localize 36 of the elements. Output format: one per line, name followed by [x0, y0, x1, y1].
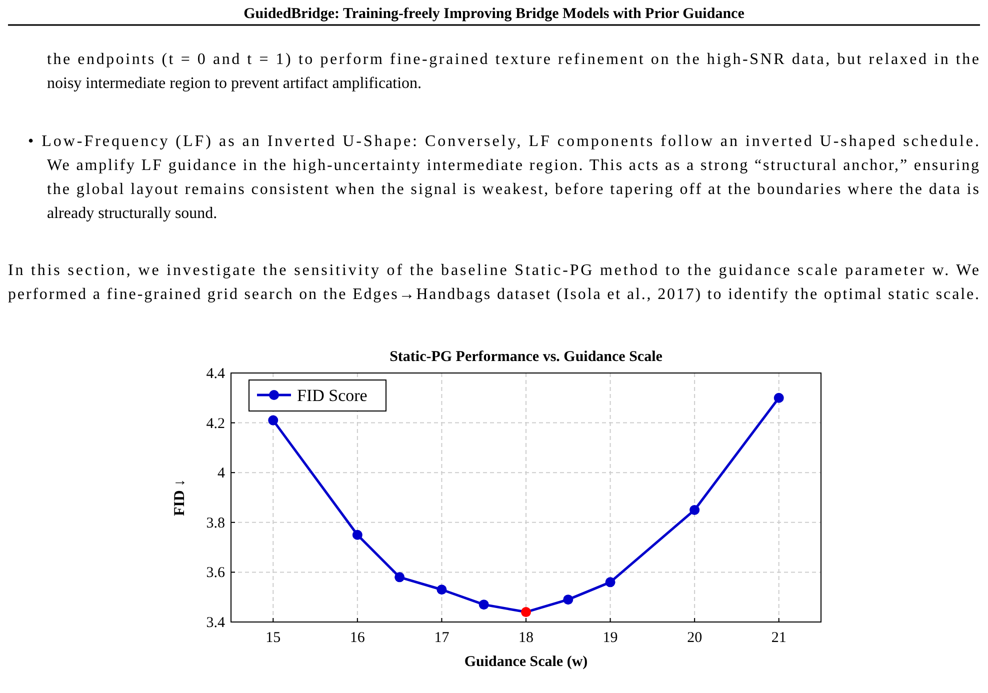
point: [690, 504, 700, 515]
y-tick-label: 4.4: [206, 366, 226, 382]
text: We amplify LF guidance in the high-uncertainty intermediate region. This acts as a strong “structural anchor,” ensuring: [47, 157, 979, 174]
point: [352, 530, 362, 540]
y-tick-label: 3.8: [206, 515, 225, 532]
legend-label: FID Score: [297, 386, 368, 405]
y-tick-label: 4: [218, 466, 226, 482]
text: already structurally sound.: [47, 205, 218, 222]
point: [521, 607, 531, 618]
point: [563, 594, 574, 605]
y-tick-label: 3.6: [206, 565, 226, 582]
text: the endpoints (t = 0 and t = 1) to perform fine-grained texture refinement on the high-SNR data, but relaxed in the: [47, 51, 979, 68]
x-tick-label: 18: [518, 630, 534, 646]
text: • Low-Frequency (LF) as an Inverted U-Shape: Conversely, LF components follow an inverted U-shaped schedule.: [28, 133, 979, 150]
point: [436, 584, 447, 595]
text: In this section, we investigate the sensitivity of the baseline Static-PG method to the guidance scale parameter w. We: [8, 262, 979, 279]
x-axis-title: Guidance Scale (w): [464, 654, 588, 670]
y-axis-title: FID ↓: [172, 478, 188, 516]
x-tick-label: 19: [602, 630, 618, 646]
y-tick-label: 4.2: [206, 416, 225, 432]
x-tick-label: 21: [771, 630, 786, 646]
text: the global layout remains consistent when the signal is weakest, before tapering off at the boundaries where the data is: [47, 181, 979, 198]
text: GuidedBridge: Training-freely Improving Bridge Models with Prior Guidance: [244, 6, 745, 22]
y-tick-label: 3.4: [206, 615, 226, 631]
point: [478, 600, 489, 610]
text: performed a fine-grained grid search on the Edges→Handbags dataset (Isola et al., 2017) to identify the optimal static scale.: [8, 286, 979, 303]
x-tick-label: 17: [434, 630, 450, 646]
point: [268, 415, 278, 426]
point: [605, 577, 616, 588]
text: noisy intermediate region to prevent artifact amplification.: [47, 75, 422, 92]
point: [394, 572, 405, 582]
point: [774, 392, 784, 403]
x-tick-label: 15: [266, 630, 281, 646]
x-tick-label: 20: [687, 630, 702, 646]
x-tick-label: 16: [350, 630, 366, 646]
chart-title: Static-PG Performance vs. Guidance Scale: [390, 349, 663, 365]
